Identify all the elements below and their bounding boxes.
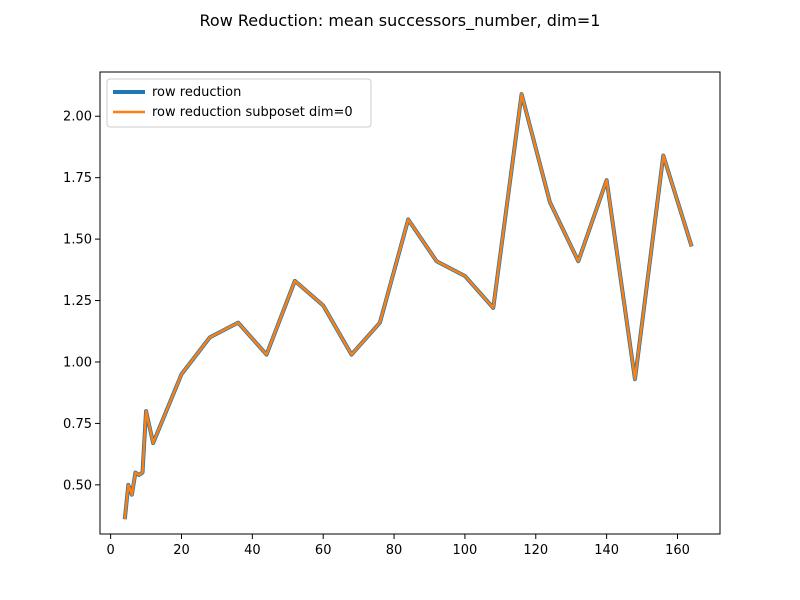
x-tick-label: 60 <box>315 543 332 558</box>
x-tick-label: 120 <box>523 543 548 558</box>
x-tick-label: 40 <box>244 543 261 558</box>
x-tick-label: 160 <box>665 543 690 558</box>
legend-box <box>106 78 372 128</box>
axes-frame <box>99 71 721 535</box>
legend: row reduction row reduction subposet dim… <box>106 78 372 128</box>
x-tick-label: 100 <box>453 543 478 558</box>
y-tick-label: 0.75 <box>63 417 92 432</box>
x-tick-label: 20 <box>173 543 190 558</box>
x-tick-label: 80 <box>386 543 403 558</box>
x-tick-label: 140 <box>594 543 619 558</box>
y-tick-label: 1.50 <box>63 233 92 248</box>
y-tick-label: 0.50 <box>63 478 92 493</box>
y-tick-label: 1.00 <box>63 355 92 370</box>
y-tick-label: 2.00 <box>63 110 92 125</box>
legend-label-row-reduction: row reduction <box>152 85 241 100</box>
series-line-row-reduction <box>122 92 694 520</box>
chart-title: Row Reduction: mean successors_number, d… <box>200 11 601 31</box>
y-axis: 0.50 0.75 1.00 1.25 1.50 1.75 2.00 <box>63 110 100 493</box>
x-axis: 0 20 40 60 80 100 120 140 160 <box>106 534 690 558</box>
series-line-row-reduction-subposet <box>123 92 693 520</box>
legend-label-row-reduction-subposet: row reduction subposet dim=0 <box>152 105 353 120</box>
y-tick-label: 1.75 <box>63 171 92 186</box>
x-tick-label: 0 <box>106 543 114 558</box>
plot-area <box>122 92 694 520</box>
y-tick-label: 1.25 <box>63 294 92 309</box>
